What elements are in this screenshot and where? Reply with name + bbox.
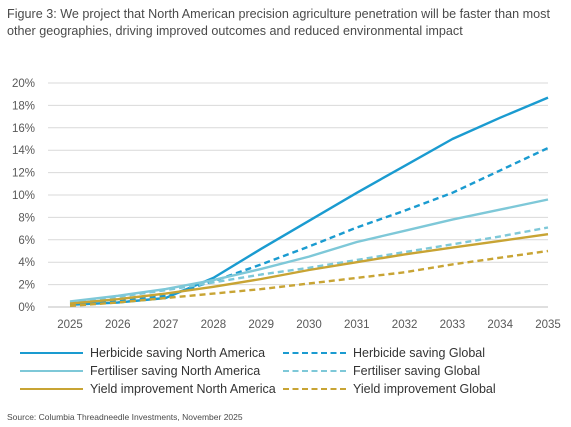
gridlines [48,82,548,308]
legend-item: Yield improvement Global [283,382,533,396]
y-tick-label: 6% [18,235,35,247]
legend-swatch [283,352,346,354]
x-tick-label: 2032 [392,319,418,331]
y-tick-label: 18% [12,100,35,112]
x-tick-label: 2026 [105,319,131,331]
x-tick-label: 2029 [248,319,274,331]
y-tick-label: 16% [12,123,35,135]
x-tick-label: 2034 [487,319,513,331]
figure-title: Figure 3: We project that North American… [7,7,550,38]
legend-label: Fertiliser saving North America [90,364,261,378]
legend-item: Herbicide saving North America [20,346,270,360]
series-line-2 [69,146,549,306]
legend-item: Yield improvement North America [20,382,276,396]
legend-label: Fertiliser saving Global [353,364,481,378]
x-tick-label: 2035 [535,319,561,331]
y-tick-label: 8% [18,212,35,224]
legend-swatch [283,370,346,372]
x-tick-label: 2028 [201,319,227,331]
legend-label: Yield improvement North America [90,382,276,396]
x-axis: 2025 2026 2027 2028 2029 2030 2031 2032 2033 2034… [57,319,561,331]
y-tick-label: 20% [12,78,35,90]
legend-item: Fertiliser saving Global [283,364,533,378]
series-line-3 [69,198,549,303]
x-tick-label: 2027 [153,319,179,331]
series-line-6 [69,249,549,308]
series-line-1 [69,96,549,306]
y-tick-label: 2% [18,280,35,292]
legend-label: Herbicide saving Global [353,346,486,360]
x-tick-label: 2025 [57,319,83,331]
source-note: Source: Columbia Threadneedle Investment… [7,412,243,422]
legend-swatch [20,352,83,354]
y-tick-label: 0% [18,302,35,314]
legend-label: Yield improvement Global [353,382,496,396]
legend-item: Herbicide saving Global [283,346,533,360]
legend-swatch [20,388,83,390]
y-tick-label: 12% [12,168,35,180]
series-lines [69,96,549,308]
x-tick-label: 2031 [344,319,370,331]
x-tick-label: 2033 [440,319,466,331]
y-tick-label: 4% [18,257,35,269]
legend-swatch [283,388,346,390]
series-line-5 [69,233,549,305]
legend-label: Herbicide saving North America [90,346,266,360]
y-axis: 0% 2% 4% 6% 8% 10% 12% 14% 16% 18% 20% [12,78,35,314]
legend-swatch [20,370,83,372]
y-tick-label: 14% [12,145,35,157]
legend-item: Fertiliser saving North America [20,364,270,378]
series-line-4 [69,226,549,304]
y-tick-label: 10% [12,190,35,202]
x-tick-label: 2030 [296,319,322,331]
